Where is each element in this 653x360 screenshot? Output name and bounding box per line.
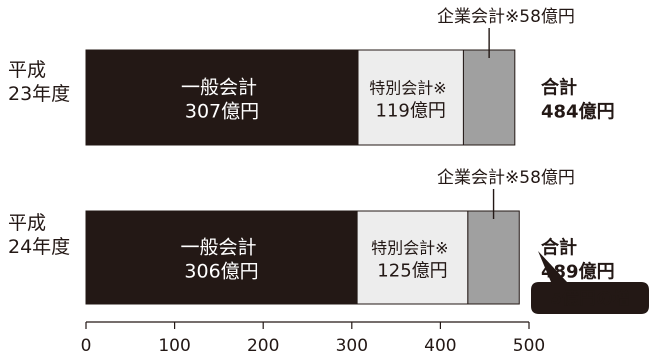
category-label-2011: 平成 23年度	[8, 59, 70, 105]
x-tick-label-300: 300	[336, 336, 368, 356]
enterprise-callout-2011: 企業会計※58億円	[437, 7, 575, 27]
category-2012-line2: 24年度	[8, 236, 70, 258]
x-tick-label-0: 0	[81, 336, 92, 356]
series-name-special-2011: 特別会計※	[369, 79, 446, 98]
total-label-2011: 合計 484億円	[541, 77, 615, 123]
category-2011-line2: 23年度	[8, 83, 70, 105]
segment-value-special-2011: 119億円	[376, 101, 446, 122]
increase-badge-text: 5億円の増	[550, 288, 630, 309]
segment-value-general-2012: 306億円	[184, 261, 258, 283]
segment-label-general-2012: 一般会計 306億円	[181, 237, 263, 283]
series-name-general-2011: 一般会計	[181, 77, 257, 99]
bar-segment-enterprise-2012	[467, 210, 520, 305]
bar-segment-general-2011	[85, 49, 359, 146]
x-tick-label-100: 100	[158, 336, 190, 356]
segment-value-general-2011: 307億円	[185, 101, 259, 123]
bar-segment-general-2012	[85, 210, 358, 305]
series-name-special-2012: 特別会計※	[371, 239, 448, 258]
segment-value-special-2012: 125億円	[377, 261, 447, 282]
segment-label-special-2012: 特別会計※ 125億円	[371, 239, 454, 282]
category-label-2012: 平成 24年度	[8, 212, 70, 258]
x-tick-label-200: 200	[247, 336, 279, 356]
bar-segment-enterprise-2011	[462, 49, 516, 146]
bar-segment-special-2011	[357, 49, 464, 146]
category-2011-line1: 平成	[8, 59, 46, 81]
enterprise-callout-2012: 企業会計※58億円	[437, 168, 575, 188]
increase-badge	[531, 251, 649, 314]
total-caption-2012: 合計	[541, 237, 577, 259]
category-2012-line1: 平成	[8, 212, 46, 234]
x-tick-label-500: 500	[513, 336, 545, 356]
bar-segment-special-2012	[356, 210, 469, 305]
x-tick-label-400: 400	[424, 336, 456, 356]
segment-label-special-2011: 特別会計※ 119億円	[369, 79, 452, 122]
segment-label-general-2011: 一般会計 307億円	[181, 77, 263, 123]
total-value-2011: 484億円	[541, 101, 615, 123]
series-name-general-2012: 一般会計	[181, 237, 257, 259]
total-caption-2011: 合計	[541, 77, 577, 99]
